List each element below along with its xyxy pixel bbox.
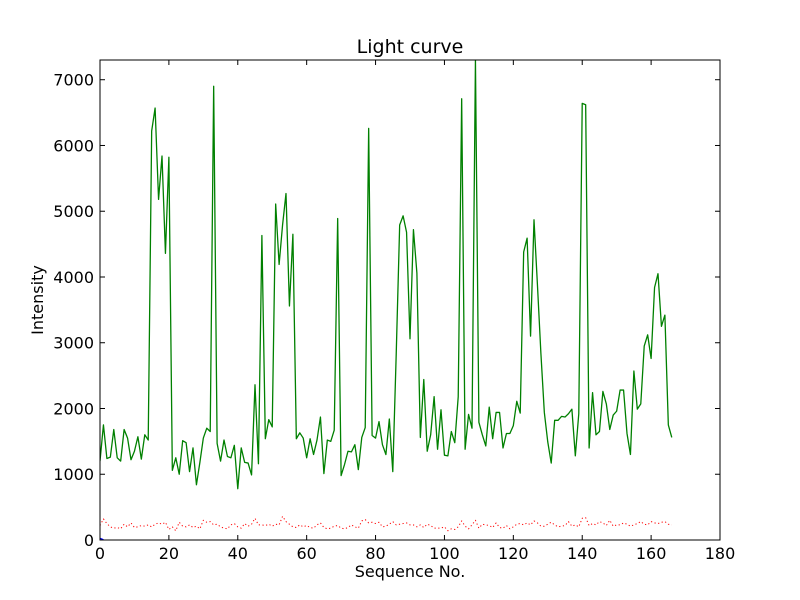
x-tick-label: 100 bbox=[429, 544, 460, 563]
y-tick-label: 5000 bbox=[53, 202, 94, 221]
series-line-1 bbox=[100, 515, 672, 532]
x-tick-label: 0 bbox=[95, 544, 105, 563]
y-tick-label: 3000 bbox=[53, 334, 94, 353]
series-line-0 bbox=[100, 60, 673, 490]
plot-area bbox=[100, 60, 673, 540]
x-tick-label: 160 bbox=[636, 544, 667, 563]
axes-frame bbox=[99, 59, 721, 541]
x-tick-label: 120 bbox=[498, 544, 529, 563]
y-tick-label: 7000 bbox=[53, 71, 94, 90]
x-tick-label: 140 bbox=[567, 544, 598, 563]
y-tick-label: 6000 bbox=[53, 136, 94, 155]
y-tick-label: 1000 bbox=[53, 465, 94, 484]
x-tick-label: 180 bbox=[705, 544, 736, 563]
x-tick-label: 80 bbox=[365, 544, 385, 563]
x-tick-label: 40 bbox=[228, 544, 248, 563]
y-axis-title: Intensity bbox=[28, 265, 47, 335]
y-tick-label: 0 bbox=[84, 531, 94, 550]
y-tick-label: 4000 bbox=[53, 268, 94, 287]
y-tick-label: 2000 bbox=[53, 399, 94, 418]
series-line-2 bbox=[100, 537, 104, 540]
x-tick-label: 60 bbox=[296, 544, 316, 563]
x-axis-title: Sequence No. bbox=[355, 562, 466, 581]
x-axis: 0 20 40 60 80 100 120 140 160 180 bbox=[95, 60, 735, 563]
y-axis: 0 1000 2000 3000 4000 5000 6000 7000 bbox=[53, 71, 720, 550]
x-tick-label: 20 bbox=[159, 544, 179, 563]
chart-title: Light curve bbox=[357, 36, 464, 58]
